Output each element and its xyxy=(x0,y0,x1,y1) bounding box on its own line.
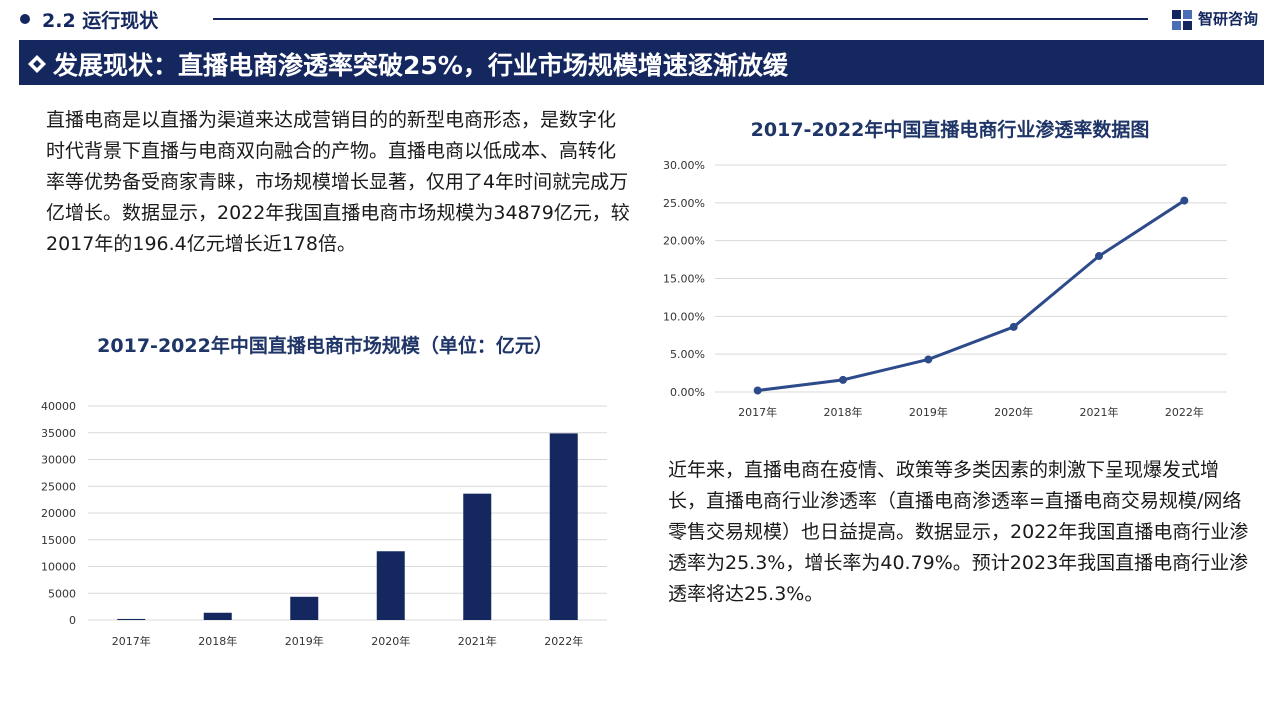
x-tick-label: 2017年 xyxy=(112,634,151,648)
bar-chart-title: 2017-2022年中国直播电商市场规模（单位：亿元） xyxy=(97,335,553,357)
y-tick-label: 0 xyxy=(69,614,76,627)
bar xyxy=(463,493,492,620)
y-tick-label: 35000 xyxy=(41,427,76,440)
data-point xyxy=(1095,252,1103,261)
title-banner: 发展现状：直播电商渗透率突破25%，行业市场规模增速逐渐放缓 xyxy=(19,40,1264,85)
x-tick-label: 2018年 xyxy=(198,634,237,648)
x-tick-label: 2021年 xyxy=(458,634,497,648)
header-divider xyxy=(213,18,1148,20)
y-tick-label: 15000 xyxy=(41,534,76,547)
bar xyxy=(290,596,319,620)
section-bullet-icon xyxy=(20,14,30,24)
left-paragraph: 直播电商是以直播为渠道来达成营销目的的新型电商形态，是数字化时代背景下直播与电商… xyxy=(46,109,630,255)
data-point xyxy=(1009,322,1018,331)
y-tick-label: 30000 xyxy=(41,454,76,467)
y-tick-label: 5000 xyxy=(48,587,76,600)
data-point xyxy=(839,375,847,384)
x-tick-label: 2019年 xyxy=(909,405,948,419)
y-tick-label: 15.00% xyxy=(663,273,705,286)
y-tick-label: 25000 xyxy=(41,480,76,493)
y-tick-label: 40000 xyxy=(41,400,76,413)
diamond-bullet-icon xyxy=(28,55,46,73)
bar xyxy=(376,551,405,620)
y-tick-label: 0.00% xyxy=(670,386,705,399)
banner-title: 发展现状：直播电商渗透率突破25%，行业市场规模增速逐渐放缓 xyxy=(53,51,788,80)
data-point xyxy=(1180,196,1189,205)
y-tick-label: 5.00% xyxy=(670,348,705,361)
bar xyxy=(117,618,146,620)
x-tick-label: 2019年 xyxy=(285,634,324,648)
y-tick-label: 25.00% xyxy=(663,197,705,210)
y-tick-label: 30.00% xyxy=(663,159,705,172)
market-size-bar-chart: 0 5000 10000 15000 20000 25000 30000 35000 40000… xyxy=(41,400,607,648)
x-tick-label: 2022年 xyxy=(544,634,583,648)
x-tick-label: 2020年 xyxy=(994,405,1033,419)
data-point xyxy=(924,355,933,364)
penetration-line-chart: 0.00% 5.00% 10.00% 15.00% 20.00% 25.00% 30.00%… xyxy=(663,159,1227,419)
x-tick-label: 2018年 xyxy=(824,405,863,419)
top-header: 2.2 运行现状 智研咨询 xyxy=(0,0,1280,40)
y-tick-label: 10000 xyxy=(41,561,76,574)
x-tick-label: 2022年 xyxy=(1165,405,1204,419)
section-title: 2.2 运行现状 xyxy=(42,10,159,32)
series-line xyxy=(757,199,1186,392)
bar xyxy=(203,612,232,620)
y-tick-label: 10.00% xyxy=(663,310,705,323)
right-paragraph: 近年来，直播电商在疫情、政策等多类因素的刺激下呈现爆发式增长，直播电商行业渗透率… xyxy=(668,459,1249,605)
brand-name: 智研咨询 xyxy=(1198,10,1259,28)
y-tick-label: 20.00% xyxy=(663,235,705,248)
y-tick-label: 20000 xyxy=(41,507,76,520)
data-point xyxy=(753,386,762,395)
x-tick-label: 2017年 xyxy=(738,405,777,419)
brand-logo-icon xyxy=(1172,10,1192,30)
line-chart-title: 2017-2022年中国直播电商行业渗透率数据图 xyxy=(750,119,1150,141)
x-tick-label: 2020年 xyxy=(371,634,410,648)
bar xyxy=(549,433,578,620)
x-tick-label: 2021年 xyxy=(1080,405,1119,419)
